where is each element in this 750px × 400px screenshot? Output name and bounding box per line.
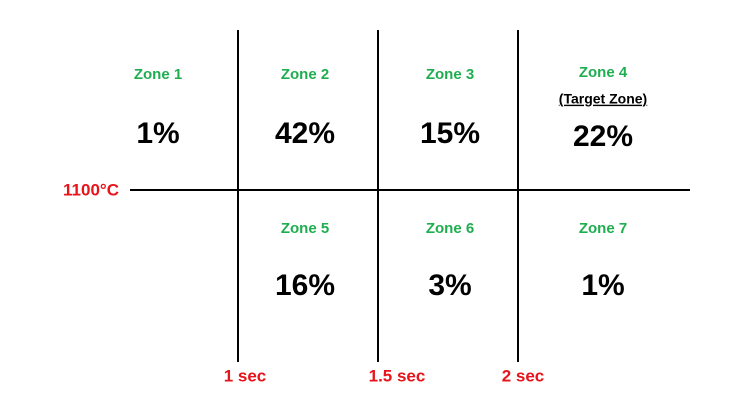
- zone-percent: 15%: [420, 117, 480, 150]
- time-label: 1.5 sec: [369, 366, 426, 385]
- time-label: 1 sec: [224, 366, 267, 385]
- temperature-label: 1100°C: [63, 180, 119, 199]
- zone-percent: 1%: [136, 117, 179, 150]
- zone-percent: 1%: [581, 269, 624, 302]
- zone-note: (Target Zone): [559, 91, 647, 107]
- zone-label: Zone 3: [426, 66, 474, 83]
- zone-percent: 3%: [428, 269, 471, 302]
- zone-label: Zone 2: [281, 66, 329, 83]
- zone-percent: 42%: [275, 117, 335, 150]
- zone-label: Zone 1: [134, 66, 182, 83]
- zone-label: Zone 4: [579, 64, 628, 81]
- time-label: 2 sec: [502, 366, 545, 385]
- zone-label: Zone 5: [281, 220, 329, 237]
- zone-label: Zone 6: [426, 220, 474, 237]
- zone-label: Zone 7: [579, 220, 627, 237]
- zone-percent: 22%: [573, 120, 633, 153]
- zone-percent: 16%: [275, 269, 335, 302]
